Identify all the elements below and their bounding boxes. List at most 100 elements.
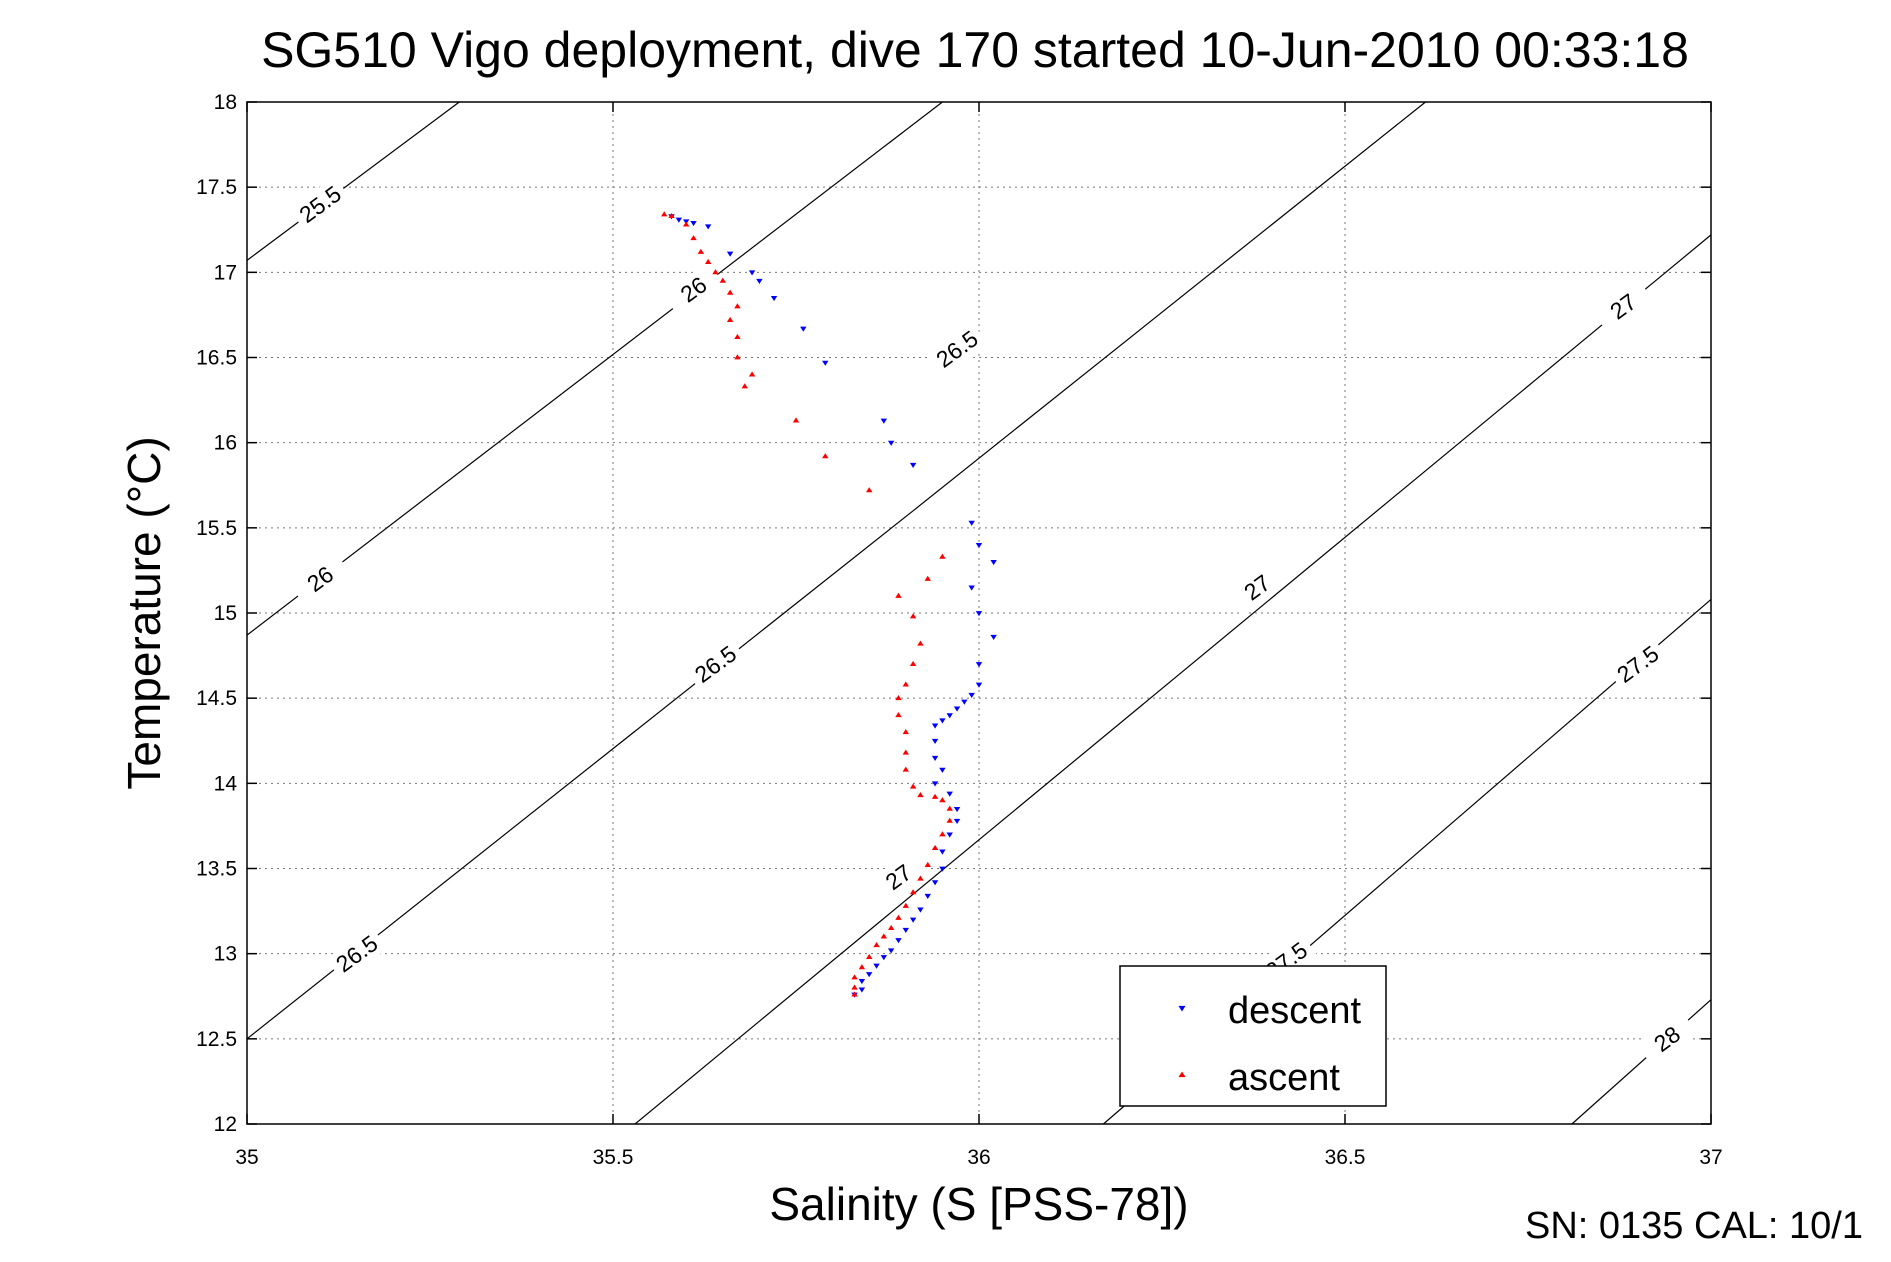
ascent-point xyxy=(909,660,917,667)
descent-point xyxy=(975,662,983,668)
density-contour-line xyxy=(1571,999,1712,1125)
descent-point xyxy=(726,251,734,257)
y-tick-label: 15.5 xyxy=(196,517,237,540)
descent-legend-label: descent xyxy=(1228,990,1362,1032)
ascent-point xyxy=(851,974,858,980)
descent-point xyxy=(990,634,997,641)
y-tick-label: 16.5 xyxy=(196,347,237,370)
ascent-point xyxy=(902,729,909,735)
density-contour-line xyxy=(634,234,1712,1125)
descent-point xyxy=(917,907,924,913)
ascent-point xyxy=(792,417,800,423)
y-tick-label: 14 xyxy=(214,772,238,795)
descent-point xyxy=(756,278,763,285)
x-tick-label: 35.5 xyxy=(593,1146,634,1169)
y-tick-label: 12.5 xyxy=(196,1028,237,1051)
ascent-point xyxy=(748,371,756,377)
y-tick-label: 17.5 xyxy=(196,176,237,199)
ascent-point xyxy=(712,269,719,275)
y-tick-label: 13.5 xyxy=(196,858,237,881)
descent-point xyxy=(873,963,880,969)
descent-point xyxy=(946,713,953,719)
descent-point xyxy=(902,927,909,934)
axis-ticks: 35 35.5 36 36.5 37 12 12.5 13 13.5 14 14.5 15 15.5 16… xyxy=(196,91,1723,1169)
descent-point xyxy=(748,270,756,276)
descent-point xyxy=(946,791,953,797)
ascent-point xyxy=(719,277,726,283)
descent-point xyxy=(990,559,997,566)
ascent-point xyxy=(734,354,741,360)
ascent-point xyxy=(902,749,909,755)
ascent-point xyxy=(902,902,909,908)
ascent-point xyxy=(726,289,734,295)
ascent-point xyxy=(741,383,748,389)
descent-point xyxy=(975,542,983,549)
ascent-point xyxy=(866,953,873,959)
density-contour-line xyxy=(912,101,1426,512)
descent-point xyxy=(931,723,939,729)
y-tick-label: 12 xyxy=(214,1113,237,1136)
descent-point xyxy=(690,221,697,227)
ascent-point xyxy=(917,792,924,798)
descent-point xyxy=(968,585,975,591)
ascent-point xyxy=(909,783,917,789)
descent-point xyxy=(939,718,946,724)
y-tick-label: 13 xyxy=(214,943,237,966)
ascent-point xyxy=(683,221,690,227)
ascent-point xyxy=(726,316,734,322)
ascent-point xyxy=(697,248,705,254)
contour-label-background xyxy=(662,261,725,318)
y-tick-label: 16 xyxy=(214,432,237,455)
ascent-point xyxy=(668,212,675,219)
descent-point xyxy=(946,832,953,838)
descent-point xyxy=(931,880,939,886)
ascent-point xyxy=(939,797,946,803)
descent-point xyxy=(924,893,931,899)
contour-label-background xyxy=(289,551,352,607)
descent-point xyxy=(880,418,888,424)
ascent-point xyxy=(939,831,946,837)
descent-point xyxy=(887,948,895,954)
ascent-point xyxy=(939,553,946,559)
descent-point xyxy=(939,866,946,872)
density-contour-line xyxy=(246,101,943,636)
ascent-point xyxy=(866,487,873,493)
contour-label-background xyxy=(1606,636,1669,692)
ascent-point xyxy=(931,844,939,850)
ascent-point xyxy=(851,991,858,997)
ascent-point xyxy=(887,924,895,931)
descent-point xyxy=(858,979,866,985)
x-axis-label: Salinity (S [PSS-78]) xyxy=(769,1178,1188,1230)
descent-point xyxy=(939,849,946,855)
contour-label-background xyxy=(1226,559,1289,616)
descent-point xyxy=(953,818,961,825)
contour-label-background xyxy=(1636,1011,1698,1067)
contour-label-background xyxy=(1592,278,1655,335)
ascent-legend-label: ascent xyxy=(1228,1057,1340,1099)
ascent-point xyxy=(690,235,697,241)
descent-point xyxy=(909,917,917,923)
descent-point xyxy=(704,224,712,230)
descent-point xyxy=(822,360,829,366)
descent-point xyxy=(858,987,866,993)
ascent-point xyxy=(924,861,931,868)
y-tick-label: 14.5 xyxy=(196,687,237,710)
y-tick-label: 15 xyxy=(214,602,237,625)
legend-box xyxy=(1119,965,1387,1107)
ascent-point xyxy=(851,984,858,990)
contour-label-background xyxy=(926,321,988,377)
serial-calibration-note: SN: 0135 CAL: 10/1 xyxy=(1525,1205,1863,1247)
descent-point xyxy=(968,692,975,698)
descent-point xyxy=(887,440,895,446)
density-contour-line xyxy=(246,101,460,261)
ascent-point xyxy=(909,889,917,895)
contour-label-background xyxy=(325,925,388,982)
descent-point xyxy=(866,972,873,978)
descent-point xyxy=(931,738,939,744)
descent-point xyxy=(968,520,975,526)
descent-point xyxy=(953,806,961,813)
ascent-point xyxy=(895,592,902,598)
descent-point xyxy=(800,326,807,332)
